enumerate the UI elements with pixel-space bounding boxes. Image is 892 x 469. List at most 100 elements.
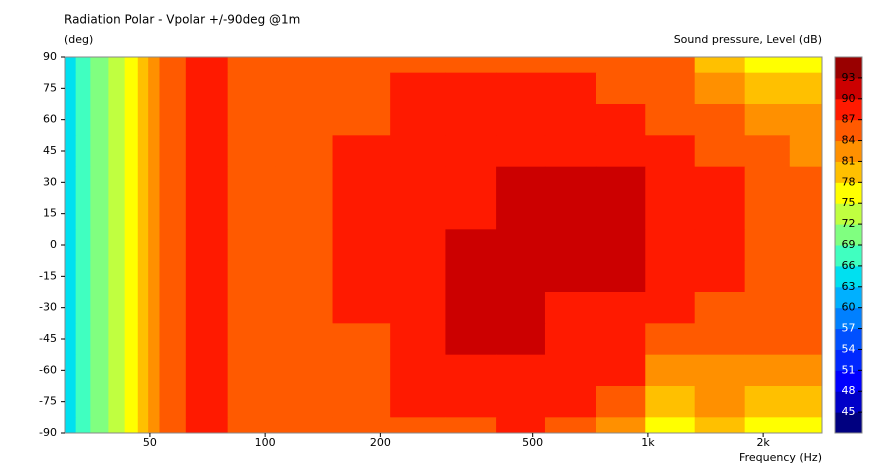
contour-cell: [275, 354, 334, 387]
colorbar-tick-label: 63: [842, 280, 856, 293]
contour-cell: [275, 198, 334, 230]
contour-cell: [789, 323, 823, 356]
contour-cell: [544, 72, 597, 105]
contour-cell: [159, 72, 187, 105]
contour-cell: [65, 386, 77, 418]
contour-cell: [148, 417, 160, 434]
contour-cell: [445, 323, 497, 356]
contour-cell: [496, 354, 546, 387]
x-tick-label: 50: [143, 436, 157, 449]
contour-cell: [227, 260, 277, 293]
y-tick-label: -75: [39, 395, 57, 408]
contour-cell: [148, 135, 160, 168]
contour-cell: [185, 323, 229, 356]
contour-cell: [90, 386, 109, 418]
contour-cell: [65, 229, 77, 262]
contour-cell: [90, 135, 109, 168]
x-axis-label: Frequency (Hz): [739, 451, 822, 464]
contour-cell: [108, 292, 126, 324]
contour-cell: [789, 386, 823, 418]
colorbar-tick-label: 60: [842, 301, 856, 314]
contour-cell: [124, 417, 139, 434]
contour-cell: [75, 104, 91, 136]
contour-cell: [275, 57, 334, 74]
contour-cell: [694, 104, 746, 136]
contour-cell: [185, 292, 229, 324]
contour-cell: [789, 260, 823, 293]
contour-cell: [390, 323, 446, 356]
contour-cell: [390, 72, 446, 105]
contour-cell: [332, 386, 391, 418]
contour-cell: [789, 135, 823, 168]
y-tick-label: -30: [39, 301, 57, 314]
contour-cell: [390, 417, 446, 434]
contour-cell: [332, 72, 391, 105]
contour-cell: [227, 229, 277, 262]
contour-cell: [445, 417, 497, 434]
contour-cell: [544, 292, 597, 324]
contour-cell: [789, 229, 823, 262]
contour-cell: [137, 260, 149, 293]
contour-cell: [108, 166, 126, 199]
colorbar-band: [835, 245, 862, 267]
contour-cell: [544, 260, 597, 293]
contour-cell: [390, 260, 446, 293]
contour-cell: [227, 72, 277, 105]
x-tick-label: 2k: [756, 436, 770, 449]
contour-cell: [185, 57, 229, 74]
contour-cell: [496, 166, 546, 199]
contour-cell: [645, 72, 696, 105]
contour-cell: [227, 198, 277, 230]
contour-cell: [332, 260, 391, 293]
contour-cell: [148, 386, 160, 418]
contour-cell: [124, 260, 139, 293]
contour-cell: [148, 229, 160, 262]
contour-cell: [137, 229, 149, 262]
contour-cell: [65, 323, 77, 356]
contour-cell: [694, 386, 746, 418]
contour-cell: [75, 260, 91, 293]
contour-cell: [694, 57, 746, 74]
y-tick-label: -60: [39, 363, 57, 376]
contour-cell: [694, 72, 746, 105]
contour-cell: [275, 104, 334, 136]
contour-cell: [124, 229, 139, 262]
contour-cell: [390, 229, 446, 262]
contour-cell: [544, 229, 597, 262]
contour-cell: [108, 260, 126, 293]
contour-cell: [90, 72, 109, 105]
contour-cell: [645, 198, 696, 230]
contour-cell: [148, 166, 160, 199]
y-tick-label: 15: [43, 207, 57, 220]
contour-cell: [744, 260, 791, 293]
contour-cell: [544, 354, 597, 387]
contour-cell: [332, 166, 391, 199]
colorbar-band: [835, 265, 862, 288]
contour-cell: [75, 386, 91, 418]
contour-cell: [390, 386, 446, 418]
contour-cell: [75, 198, 91, 230]
contour-cell: [544, 57, 597, 74]
contour-cell: [124, 292, 139, 324]
contour-cell: [332, 135, 391, 168]
contour-cell: [744, 354, 791, 387]
contour-cell: [90, 292, 109, 324]
colorbar-tick-label: 78: [842, 175, 856, 188]
contour-cell: [148, 323, 160, 356]
contour-cell: [65, 260, 77, 293]
contour-cell: [789, 198, 823, 230]
contour-cell: [595, 135, 646, 168]
contour-cell: [65, 417, 77, 434]
contour-cell: [332, 229, 391, 262]
contour-cell: [108, 229, 126, 262]
contour-cell: [445, 198, 497, 230]
contour-cell: [445, 260, 497, 293]
contour-cell: [275, 135, 334, 168]
colorbar-tick-label: 48: [842, 384, 856, 397]
contour-cell: [124, 198, 139, 230]
contour-cell: [645, 135, 696, 168]
contour-cell: [90, 417, 109, 434]
contour-cell: [595, 260, 646, 293]
colorbar-tick-label: 93: [842, 71, 856, 84]
